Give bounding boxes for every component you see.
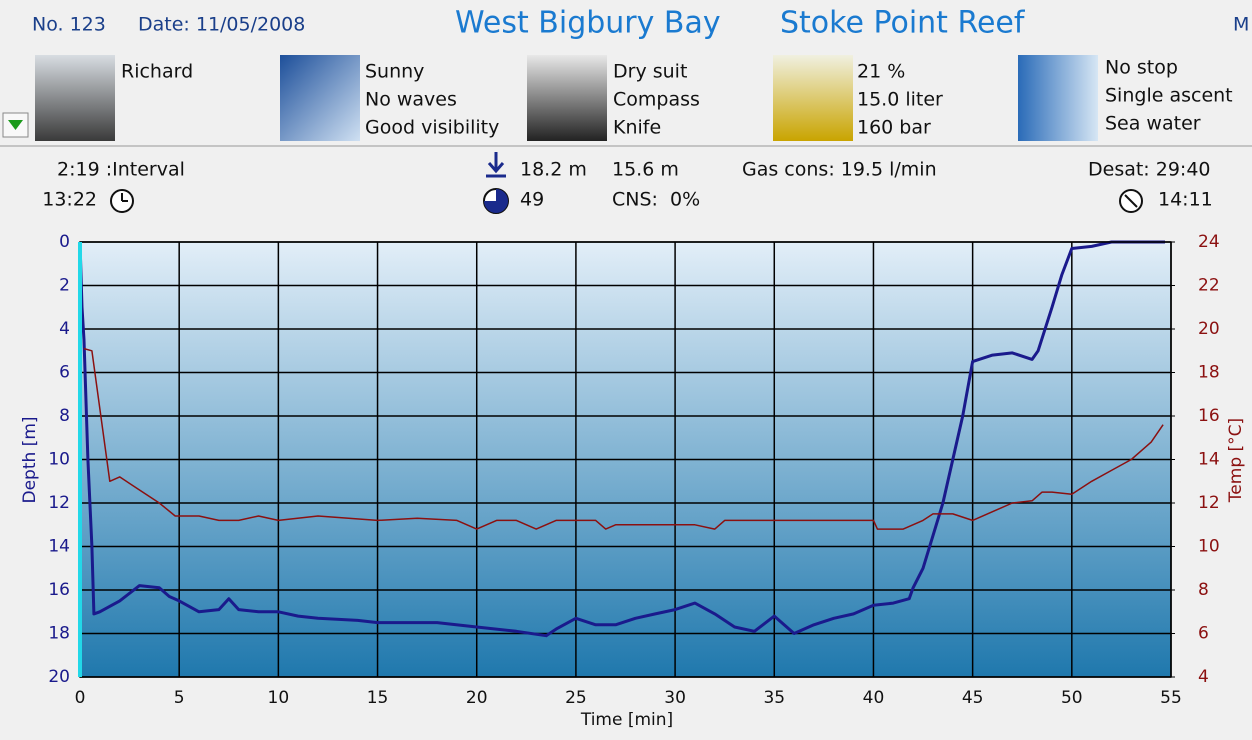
y-tick-label: 8	[59, 406, 70, 426]
weather-icon[interactable]	[280, 55, 360, 141]
panel-line: Sunny	[365, 61, 424, 83]
x-tick-label: 25	[565, 688, 587, 708]
x-tick-label: 40	[863, 688, 885, 708]
panel-line: 160 bar	[857, 117, 931, 139]
desaturation: Desat: 29:40	[1088, 159, 1211, 181]
dive-type-icon[interactable]	[1018, 55, 1098, 141]
panel-line: No stop	[1105, 57, 1178, 79]
panel-line: 21 %	[857, 61, 905, 83]
y-tick-label: 0	[59, 232, 70, 252]
panel-line: Dry suit	[613, 61, 687, 83]
y-tick-label: 12	[48, 493, 70, 513]
y2-tick-label: 12	[1198, 493, 1220, 513]
dive-date: Date: 11/05/2008	[138, 14, 305, 36]
panel-line: Good visibility	[365, 117, 499, 139]
duration: 49	[520, 189, 544, 211]
x-tick-label: 35	[763, 688, 785, 708]
temperature-line	[83, 347, 1164, 530]
y2-tick-label: 4	[1198, 667, 1209, 687]
panel-line: No waves	[365, 89, 457, 111]
y-tick-label: 10	[48, 450, 70, 470]
y-tick-label: 2	[59, 276, 70, 296]
max-depth: 18.2 m	[520, 159, 587, 181]
y2-tick-label: 16	[1198, 406, 1220, 426]
y2-tick-label: 14	[1198, 450, 1220, 470]
cut-label: M	[1233, 14, 1249, 36]
y-tick-label: 16	[48, 580, 70, 600]
y2-tick-label: 20	[1198, 319, 1220, 339]
y2-tick-label: 8	[1198, 580, 1209, 600]
y-tick-label: 14	[48, 537, 70, 557]
depth-line	[78, 240, 1165, 638]
gas-icon[interactable]	[773, 55, 853, 141]
cns: CNS: 0%	[612, 189, 700, 211]
panel-line: 15.0 liter	[857, 89, 943, 111]
x-tick-label: 10	[268, 688, 290, 708]
y-tick-label: 20	[48, 667, 70, 687]
x-tick-label: 0	[75, 688, 86, 708]
panel-line: Knife	[613, 117, 661, 139]
max-depth-icon	[486, 152, 506, 178]
avg-depth: 15.6 m	[612, 159, 679, 181]
panel-line: Compass	[613, 89, 700, 111]
equipment-icon[interactable]	[527, 55, 607, 141]
dive-number: No. 123	[32, 14, 106, 36]
x-tick-label: 50	[1061, 688, 1083, 708]
panel-line: Single ascent	[1105, 85, 1233, 107]
panel-line: Sea water	[1105, 113, 1201, 135]
exit-time: 14:11	[1158, 189, 1213, 211]
panel-line: Richard	[121, 61, 193, 83]
exit-clock-hands	[1124, 194, 1138, 208]
interval: 2:19 :Interval	[57, 159, 185, 181]
y-tick-label: 18	[48, 624, 70, 644]
gas-consumption: Gas cons: 19.5 l/min	[742, 159, 937, 181]
y-tick-label: 4	[59, 319, 70, 339]
x-tick-label: 45	[962, 688, 984, 708]
duration-icon-fill	[484, 189, 508, 213]
y2-tick-label: 22	[1198, 276, 1220, 296]
y2-tick-label: 24	[1198, 232, 1220, 252]
clock-hands	[121, 193, 128, 202]
y2-tick-label: 6	[1198, 624, 1209, 644]
y2-tick-label: 10	[1198, 537, 1220, 557]
dropdown-arrow	[8, 120, 23, 130]
x-tick-label: 55	[1160, 688, 1182, 708]
site-name: West Bigbury Bay	[455, 6, 721, 41]
surface-marker	[78, 242, 82, 677]
y-axis-label: Depth [m]	[20, 416, 40, 503]
x-axis-label: Time [min]	[580, 710, 673, 730]
x-tick-label: 20	[466, 688, 488, 708]
spot-name: Stoke Point Reef	[780, 6, 1026, 41]
y-tick-label: 6	[59, 363, 70, 383]
y2-axis-label: Temp [°C]	[1226, 418, 1246, 503]
y2-tick-label: 18	[1198, 363, 1220, 383]
entry-time: 13:22	[42, 189, 97, 211]
buddy-icon[interactable]	[35, 55, 115, 141]
x-tick-label: 15	[367, 688, 389, 708]
x-tick-label: 30	[664, 688, 686, 708]
x-tick-label: 5	[174, 688, 185, 708]
